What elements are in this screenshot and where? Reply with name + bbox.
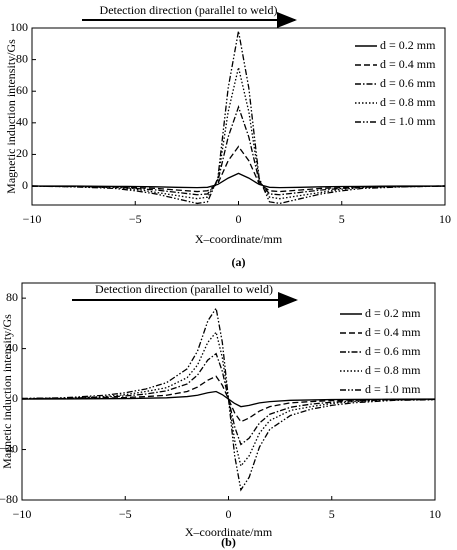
- legend-label: d = 1.0 mm: [380, 114, 436, 128]
- x-tick-label: 10: [429, 507, 441, 521]
- y-tick-label: 100: [10, 20, 28, 34]
- x-tick-label: −10: [13, 507, 32, 521]
- x-axis-label: X–coordinate/mm: [195, 232, 283, 246]
- y-tick-label: −40: [0, 441, 18, 455]
- panel-label: (a): [232, 255, 246, 269]
- x-tick-label: 0: [236, 212, 242, 226]
- y-tick-label: −80: [0, 492, 18, 506]
- legend-label: d = 0.8 mm: [380, 95, 436, 109]
- panel: −10 −5 0 5 10 −80 −40 0 40 80 d = 0.2 mm d = 0.4 mm…: [0, 282, 441, 549]
- legend-label: d = 0.4 mm: [380, 57, 436, 71]
- y-tick-label: 0: [12, 391, 18, 405]
- y-tick-label: 80: [6, 290, 18, 304]
- series-line: [31, 105, 446, 196]
- y-axis-label: Magnetic induction intensity/Gs: [4, 39, 18, 194]
- arrow-label: Detection direction (parallel to weld): [100, 3, 278, 17]
- series-line: [31, 145, 446, 193]
- x-tick-label: 5: [329, 507, 335, 521]
- y-tick-label: 0: [22, 178, 28, 192]
- x-tick-label: −5: [129, 212, 142, 226]
- x-tick-label: −10: [23, 212, 42, 226]
- y-tick-label: 20: [16, 146, 28, 160]
- x-axis-label: X–coordinate/mm: [185, 525, 273, 539]
- legend-label: d = 0.6 mm: [365, 344, 421, 358]
- y-tick-label: 40: [6, 340, 18, 354]
- legend-label: d = 0.8 mm: [365, 363, 421, 377]
- x-tick-label: 10: [439, 212, 451, 226]
- arrow-label: Detection direction (parallel to weld): [95, 282, 273, 296]
- series-line: [32, 172, 445, 189]
- series-line: [21, 375, 436, 423]
- panel-label: (b): [221, 535, 236, 549]
- legend-label: d = 1.0 mm: [365, 382, 421, 396]
- legend-label: d = 0.2 mm: [365, 306, 421, 320]
- legend-label: d = 0.4 mm: [365, 325, 421, 339]
- y-tick-label: 40: [16, 115, 28, 129]
- x-tick-label: 0: [226, 507, 232, 521]
- x-tick-label: −5: [119, 507, 132, 521]
- y-tick-label: 80: [16, 51, 28, 65]
- y-tick-label: 60: [16, 83, 28, 97]
- legend-label: d = 0.6 mm: [380, 76, 436, 90]
- series-line: [31, 67, 446, 200]
- x-tick-label: 5: [339, 212, 345, 226]
- y-axis-label: Magnetic induction intensity/Gs: [0, 314, 14, 469]
- series-line: [21, 306, 436, 492]
- legend-label: d = 0.2 mm: [380, 38, 436, 52]
- series-line: [31, 31, 446, 205]
